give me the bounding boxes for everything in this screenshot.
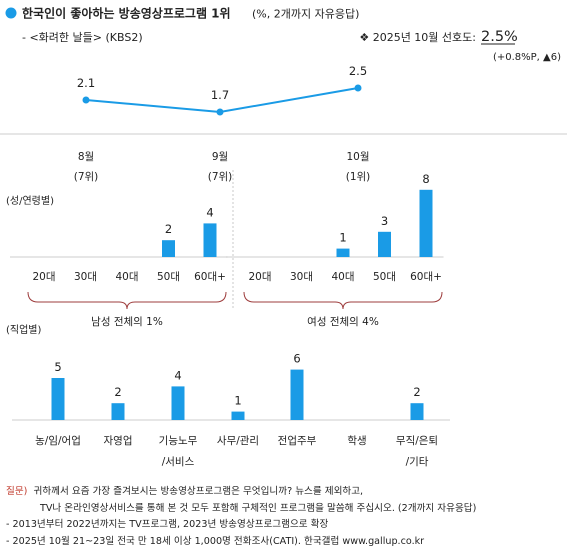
age-label: 30대 (290, 271, 313, 283)
occupation-label: 무직/은퇴 (396, 435, 438, 447)
occupation-bar (171, 386, 185, 420)
age-bar-value: 8 (422, 172, 429, 186)
age-label: 50대 (373, 271, 396, 283)
question-line-1: 질문) 귀하께서 요즘 가장 즐겨보시는 방송영상프로그램은 무엇입니까? 뉴스… (6, 484, 566, 501)
trend-value-label: 1.7 (211, 88, 229, 102)
question-text-1: 귀하께서 요즘 가장 즐겨보시는 방송영상프로그램은 무엇입니까? 뉴스를 제외… (33, 486, 364, 497)
age-label: 50대 (157, 271, 180, 283)
preference-chart: 한국인이 좋아하는 방송영상프로그램 1위 (%, 2개까지 자유응답) - <… (0, 6, 567, 468)
occupation-bar (51, 378, 65, 420)
occupation-label: /기타 (406, 456, 429, 468)
occupation-label: 기능노무 (159, 435, 198, 447)
question-text-2: TV나 온라인영상서비스를 통해 본 것 모두 포함해 구체적인 프로그램을 말… (40, 502, 477, 514)
age-bar-value: 1 (339, 231, 346, 245)
month-label: 10월 (346, 151, 369, 163)
age-label: 40대 (115, 271, 138, 283)
month-rank-label: (1위) (346, 170, 371, 183)
occupation-label: 사무/관리 (217, 435, 259, 447)
preference-label: ❖ 2025년 10월 선호도: (359, 31, 476, 44)
group-total-label: 남성 전체의 1% (91, 316, 163, 328)
footnote-2: - 2025년 10월 21~23일 전국 만 18세 이상 1,000명 전화… (6, 535, 425, 547)
age-bar (378, 231, 391, 257)
age-bar-value: 3 (381, 214, 388, 228)
occupation-bar-value: 2 (413, 385, 420, 399)
age-bar (162, 240, 175, 257)
occupation-bar-value: 1 (234, 394, 241, 408)
month-label: 8월 (78, 151, 94, 163)
month-rank-label: (7위) (74, 170, 99, 183)
title-bullet-icon (5, 7, 17, 19)
occupation-bar-value: 2 (114, 385, 121, 399)
age-label: 60대+ (410, 271, 442, 283)
trend-point (354, 84, 362, 92)
age-label: 40대 (331, 271, 354, 283)
occupation-section-title: (직업별) (6, 323, 42, 336)
age-bar (203, 223, 217, 257)
age-label: 60대+ (194, 271, 226, 283)
question-line-2: TV나 온라인영상서비스를 통해 본 것 모두 포함해 구체적인 프로그램을 말… (6, 501, 566, 518)
age-label: 20대 (32, 271, 55, 283)
occupation-bar-value: 5 (54, 360, 61, 374)
demographic-section-title: (성/연령별) (6, 195, 54, 207)
occupation-bar-chart: 5 농/임/어업 2 자영업 4 기능노무/서비스 1 사무/관리 6 전업주부 학생 2 무직/은퇴 /… (12, 352, 450, 468)
group-total-label: 여성 전체의 4% (307, 316, 379, 328)
preference-change: (+0.8%P, ▲6) (493, 52, 561, 63)
question-label: 질문) (6, 486, 28, 497)
trend-value-label: 2.1 (77, 76, 95, 90)
age-bar (419, 189, 433, 257)
occupation-bar (290, 369, 304, 420)
age-label: 20대 (248, 271, 271, 283)
trend-point (82, 96, 90, 104)
trend-value-label: 2.5 (349, 64, 367, 78)
trend-line-chart: 2.1 8월 (7위) 1.7 9월 (7위) 2.5 10월 (1위) (74, 64, 371, 183)
trend-point (216, 108, 224, 116)
age-bar-value: 2 (165, 222, 172, 236)
age-label: 30대 (74, 271, 97, 283)
program-name: - <화려한 날들> (KBS2) (22, 31, 143, 44)
occupation-bar-value: 4 (174, 368, 181, 382)
group-bracket (243, 291, 443, 310)
occupation-label: 학생 (347, 435, 366, 447)
demographic-bar-chart: 20대 30대 40대 2 50대 4 60대+ 남성 전체의 1% 20대 30대 1 40대 3 50… (10, 172, 444, 328)
chart-title: 한국인이 좋아하는 방송영상프로그램 1위 (22, 6, 231, 21)
occupation-label: 전업주부 (278, 434, 317, 447)
age-bar-value: 4 (206, 205, 213, 219)
month-label: 9월 (212, 151, 228, 163)
occupation-label: /서비스 (162, 456, 195, 468)
chart-title-note: (%, 2개까지 자유응답) (252, 8, 359, 21)
occupation-bar (231, 411, 245, 420)
occupation-label: 자영업 (104, 434, 133, 447)
preference-value: 2.5% (481, 29, 518, 45)
month-rank-label: (7위) (208, 170, 233, 183)
occupation-bar (410, 403, 424, 420)
age-bar (336, 248, 350, 257)
footnote-1: - 2013년부터 2022년까지는 TV프로그램, 2023년 방송영상프로그… (6, 519, 329, 530)
occupation-bar (111, 403, 125, 420)
group-bracket (27, 291, 227, 310)
occupation-bar-value: 6 (293, 352, 300, 366)
occupation-label: 농/임/어업 (35, 434, 81, 447)
footer: 질문) 귀하께서 요즘 가장 즐겨보시는 방송영상프로그램은 무엇입니까? 뉴스… (6, 484, 566, 550)
